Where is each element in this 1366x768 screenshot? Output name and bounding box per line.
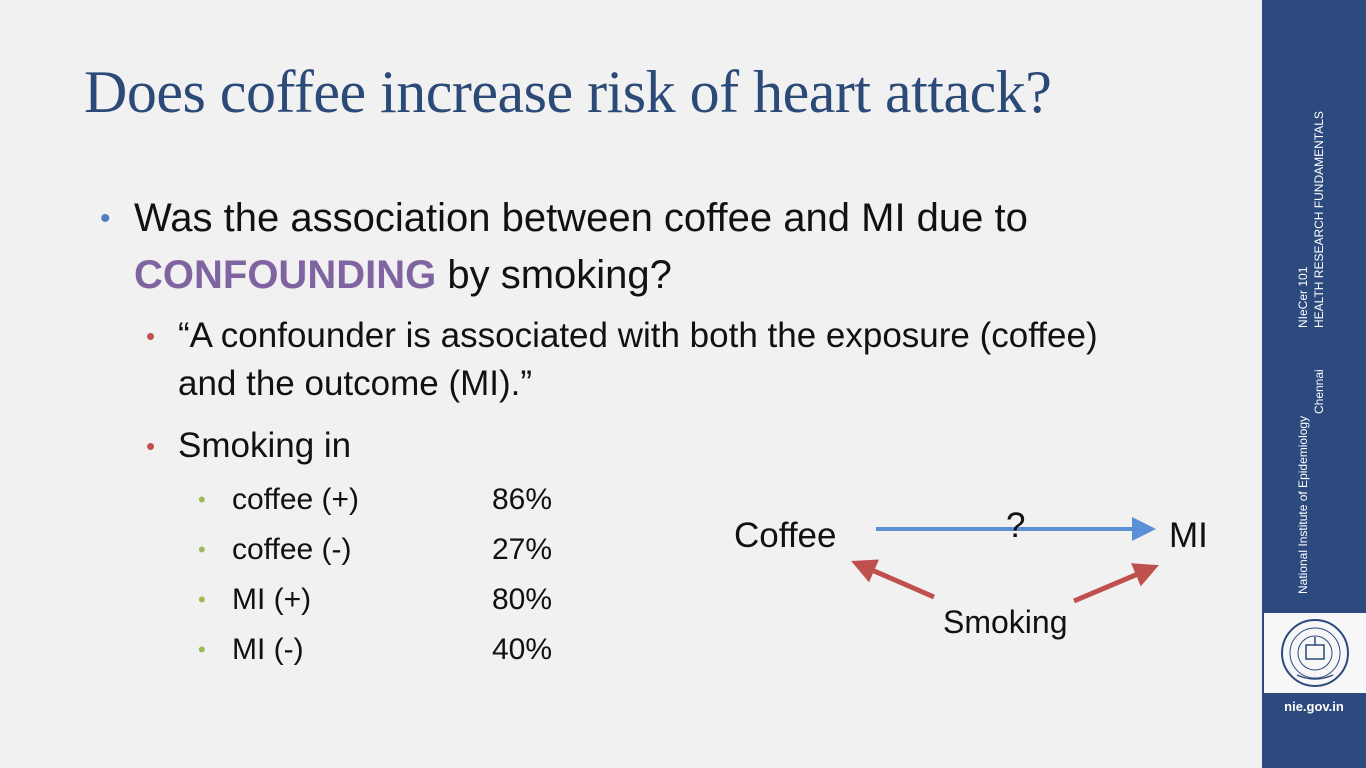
bullet-dot-icon: • [198,487,206,512]
coffee-node: Coffee [734,516,837,555]
bullet-dot-icon: • [198,537,206,562]
bullet-text-end: by smoking? [436,253,672,297]
bullet-dot-icon: • [146,431,156,461]
smoking-to-coffee-arrow [851,559,935,600]
smoking-node: Smoking [943,604,1068,640]
smoking-in-text: Smoking in [178,426,352,465]
institute-name: National Institute of Epidemiology [1296,415,1310,594]
mi-node: MI [1169,516,1208,555]
row-value: 80% [492,583,553,616]
bullet-dot-icon: • [100,202,111,235]
smoking-to-mi-arrow [1073,563,1159,604]
website-link[interactable]: nie.gov.in [1284,699,1344,714]
row-label: coffee (-) [232,533,352,566]
icmr-seal-icon [1281,619,1349,687]
bullet-smoking-in: • Smoking in [146,422,351,470]
bullet-text-start: Was the association between coffee and M… [134,196,1028,240]
slide: Does coffee increase risk of heart attac… [84,59,1260,680]
row-value: 27% [492,533,553,566]
bullet-dot-icon: • [146,321,156,351]
bullet-level1: • Was the association between coffee and… [100,190,1220,304]
confounder-definition-text: “A confounder is associated with both th… [178,316,1098,403]
row-label: coffee (+) [232,483,360,516]
row-label: MI (-) [232,633,304,666]
bullet-dot-icon: • [198,637,206,662]
row-value: 86% [492,483,553,516]
row-value: 40% [492,633,553,666]
question-mark: ? [1006,506,1026,545]
bullet-dot-icon: • [198,587,206,612]
bullet-confounder-definition: • “A confounder is associated with both … [146,312,1146,408]
diagram-arrows [851,517,1159,604]
course-title: HEALTH RESEARCH FUNDAMENTALS [1312,111,1326,328]
institute-city: Chennai [1312,369,1326,414]
confounding-diagram: Coffee MI ? Smoking [700,480,1260,680]
sidebar: National Institute of Epidemiology Chenn… [1262,0,1366,768]
course-code: NIeCer 101 [1296,266,1310,328]
icmr-logo [1264,613,1366,693]
bullet-level1-text: Was the association between coffee and M… [134,190,1220,304]
confounding-highlight: CONFOUNDING [134,253,437,297]
slide-title: Does coffee increase risk of heart attac… [84,59,1052,125]
row-label: MI (+) [232,583,312,616]
